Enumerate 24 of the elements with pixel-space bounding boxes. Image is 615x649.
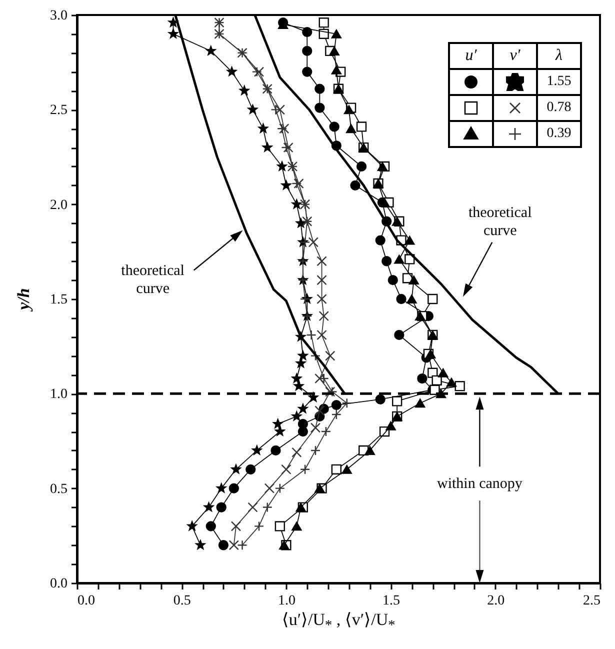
annotation: theoretical curve [467, 204, 533, 240]
annotation: λ [537, 43, 581, 69]
x-tick-label: 1.5 [382, 594, 400, 608]
x-tick-label: 2.0 [487, 594, 505, 608]
legend-label: 0.39 [537, 121, 581, 147]
x-tick-label: 1.0 [278, 594, 296, 608]
y-axis-title: y/h [14, 287, 33, 314]
x-tick-label: 2.5 [583, 594, 600, 608]
x-axis-title: ⟨u′⟩/U$_{*}$ , ⟨v′⟩/U$_{*}$ [280, 610, 396, 634]
y-tick-label: 2.5 [50, 103, 68, 118]
y-tick-label: 0.0 [50, 576, 68, 592]
legend-label: 0.78 [537, 95, 581, 121]
annotation: theoretical curve [120, 262, 186, 298]
y-tick-label: 1.5 [50, 292, 68, 308]
y-tick-label: 2.0 [50, 198, 68, 213]
x-tick-label: 0.0 [78, 594, 95, 608]
annotation: v′ [493, 43, 537, 69]
x-tick-label: 0.5 [173, 594, 191, 608]
annotation: u′ [449, 43, 493, 69]
legend-label: 1.55 [537, 69, 581, 95]
annotation: within canopy [436, 474, 524, 493]
y-tick-label: 3.0 [50, 8, 68, 24]
y-tick-label: 0.5 [50, 482, 68, 497]
y-tick-label: 1.0 [50, 387, 68, 402]
